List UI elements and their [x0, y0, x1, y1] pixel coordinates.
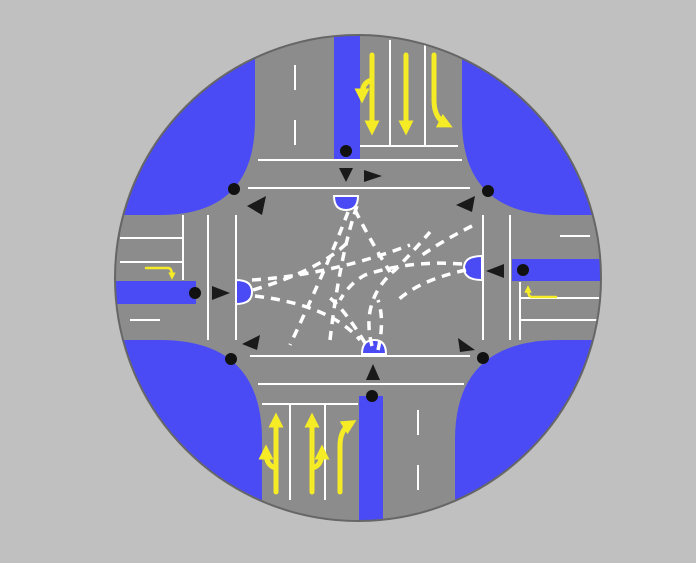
direction-triangle-icon	[212, 168, 504, 380]
south-median	[359, 396, 383, 521]
lane-arrow-icon	[304, 412, 330, 495]
lane-arrow-icon	[524, 285, 558, 299]
road-markings	[120, 40, 600, 500]
pedestrian-refuge-icon	[235, 278, 254, 306]
intersection-rim	[114, 34, 602, 522]
lane-arrow-icon	[431, 52, 453, 128]
lane-arrow-icon	[337, 420, 357, 495]
north-median	[334, 35, 360, 160]
pedestrian-refuge-icon	[462, 254, 483, 282]
turn-guide-dashed-path	[251, 205, 473, 351]
signal-dot-icon	[189, 145, 529, 402]
pedestrian-refuge-icon	[332, 195, 360, 212]
lane-arrow-icon	[258, 412, 284, 495]
lane-arrow-icon	[354, 52, 380, 136]
west-median	[115, 281, 196, 304]
east-median	[512, 259, 601, 281]
lane-arrow-icon	[144, 266, 176, 280]
